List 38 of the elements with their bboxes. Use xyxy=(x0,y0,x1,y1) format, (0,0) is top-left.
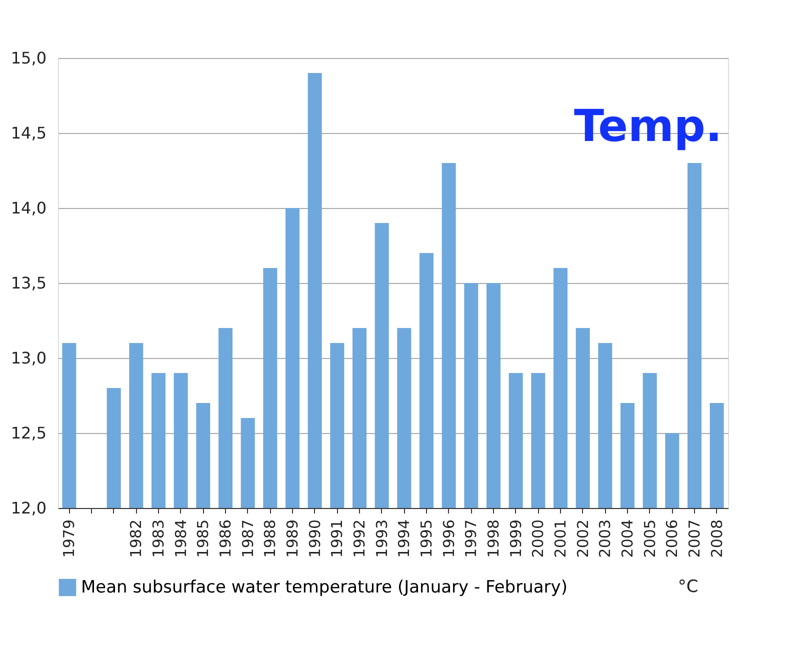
x-tick-label: 1979 xyxy=(60,520,78,558)
x-tick-label: 1991 xyxy=(328,520,346,558)
x-tick-label: 1995 xyxy=(418,520,436,558)
x-tick-label: 2001 xyxy=(552,520,570,558)
x-tick-label: 1994 xyxy=(395,520,414,558)
x-tick-label: 1985 xyxy=(194,520,212,558)
x-tick-label: 1996 xyxy=(440,520,458,558)
x-tick-label: 2007 xyxy=(686,520,704,558)
x-tick-label: 2000 xyxy=(529,520,548,558)
x-tick-label: 2006 xyxy=(663,520,682,558)
x-tick-label: 1984 xyxy=(172,520,190,558)
x-tick-label: 1982 xyxy=(127,520,146,558)
y-tick-label: 12,0 xyxy=(10,498,46,518)
x-tick-label: 1999 xyxy=(506,520,525,558)
x-tick-label: 1990 xyxy=(306,520,324,558)
y-tick-label: 15,0 xyxy=(10,48,46,68)
y-tick-label: 14,0 xyxy=(10,198,46,218)
x-tick-label: 1989 xyxy=(284,520,302,558)
x-tick-label: 1993 xyxy=(372,520,391,558)
x-tick-label: 1986 xyxy=(216,520,234,558)
x-tick-label: 2004 xyxy=(618,520,636,558)
annotation: Temp. xyxy=(574,101,722,152)
x-tick-label: 1988 xyxy=(261,520,280,558)
x-tick-label: 2005 xyxy=(640,520,659,558)
text: °C xyxy=(678,577,698,597)
x-tick-label: 1997 xyxy=(462,520,480,558)
x-tick-label: 1998 xyxy=(484,520,502,558)
x-tick-label: 1983 xyxy=(150,520,168,558)
y-tick-label: 13,0 xyxy=(10,348,46,368)
x-tick-label: 2002 xyxy=(574,520,592,558)
x-tick-label: 2008 xyxy=(708,520,726,558)
legend-label: Mean subsurface water temperature (January - February) xyxy=(81,578,568,598)
y-tick-label: 13,5 xyxy=(10,274,46,292)
x-tick-label: 2003 xyxy=(596,520,614,558)
x-tick-label: 1987 xyxy=(238,520,257,558)
y-tick-label: 12,5 xyxy=(10,424,46,442)
y-tick-label: 14,5 xyxy=(10,124,46,142)
x-tick-label: 1992 xyxy=(350,520,368,558)
